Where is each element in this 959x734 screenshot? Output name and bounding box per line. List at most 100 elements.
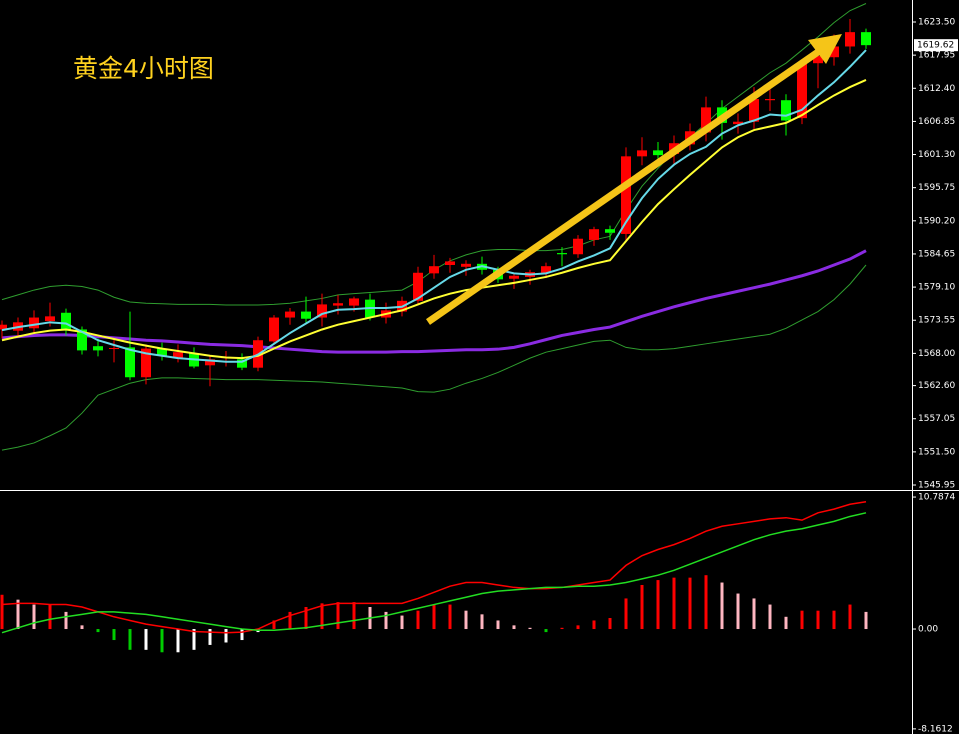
histogram-bar (528, 627, 532, 630)
y-tick-label: 1601.30 (918, 150, 955, 160)
histogram-bar (576, 625, 580, 630)
chart-title: 黄金4小时图 (73, 54, 214, 83)
y-tick-label: 1557.05 (918, 414, 955, 424)
candle-body (45, 316, 55, 322)
histogram-bar (80, 625, 84, 630)
histogram-bar (336, 602, 340, 630)
macd-line (1, 501, 867, 634)
histogram-bar (192, 629, 196, 650)
last-price-box (914, 39, 958, 52)
candle-body (0, 324, 7, 330)
candle-body (61, 312, 71, 330)
histogram-bar (160, 629, 164, 653)
histogram-bar (304, 607, 308, 630)
histogram-bar (720, 582, 724, 630)
histogram-bar (144, 629, 148, 650)
candle-body (77, 329, 87, 351)
histogram-bar (112, 629, 116, 641)
candle-body (285, 311, 295, 318)
candle-body (205, 359, 215, 366)
candle-body (157, 348, 167, 356)
histogram-bar (816, 610, 820, 630)
candle-body (93, 346, 103, 351)
histogram-bar (352, 602, 356, 630)
histogram-bar (48, 604, 52, 630)
candle-body (317, 304, 327, 318)
candle-body (109, 347, 119, 349)
histogram-bar (400, 615, 404, 630)
macd-line (1, 512, 867, 634)
histogram-bar (832, 610, 836, 630)
candle-body (237, 359, 247, 368)
y-tick-label: 1606.85 (918, 117, 955, 127)
histogram-bar (0, 594, 4, 630)
histogram-bar (704, 575, 708, 630)
candle-body (653, 150, 663, 156)
y-tick-label: 0.00 (918, 625, 938, 635)
candle-body (861, 32, 871, 46)
y-tick-label: 1623.50 (918, 18, 955, 28)
histogram-bar (496, 620, 500, 630)
y-tick-label: 1562.60 (918, 381, 955, 391)
histogram-bar (416, 610, 420, 630)
candle-body (605, 229, 615, 233)
candle-body (813, 56, 823, 64)
y-tick-label: 1545.95 (918, 481, 955, 491)
histogram-bar (480, 614, 484, 630)
ma-line (1, 79, 867, 360)
candle-body (573, 238, 583, 255)
candle-body (765, 99, 775, 101)
histogram-bar (800, 610, 804, 630)
histogram-bar (128, 629, 132, 650)
y-tick-label: 1617.95 (918, 51, 955, 61)
histogram-bar (320, 603, 324, 630)
candle-body (429, 266, 439, 274)
candle-body (829, 46, 839, 58)
histogram-bar (656, 580, 660, 630)
histogram-bar (624, 598, 628, 630)
plot-layer: 1623.50 1617.95 1612.40 1606.85 1601.30 1595.… (0, 3, 958, 734)
candle-body (797, 63, 807, 119)
histogram-bar (240, 629, 244, 641)
histogram-bar (608, 618, 612, 630)
candle-body (173, 352, 183, 358)
last-price-label: 1619.62 (917, 41, 954, 51)
candle-body (637, 150, 647, 157)
histogram-bar (640, 584, 644, 630)
trend-arrow (426, 49, 820, 325)
histogram-bar (752, 598, 756, 630)
histogram-bar (560, 627, 564, 630)
candle-body (413, 272, 423, 301)
y-tick-label: 1590.20 (918, 216, 955, 226)
candle-body (557, 253, 567, 255)
histogram-bar (448, 604, 452, 630)
arrow-head (808, 34, 842, 64)
histogram-bar (64, 611, 68, 630)
histogram-bar (544, 629, 548, 633)
candle-body (589, 229, 599, 240)
histogram-bar (272, 620, 276, 630)
ma-line (1, 249, 867, 354)
last-price-marker: 1619.62 (914, 39, 958, 52)
ma-line (1, 49, 867, 363)
candle-body (29, 317, 39, 329)
y-tick-label: -8.1612 (918, 724, 953, 734)
candle-body (269, 317, 279, 342)
y-tick-label: 1579.10 (918, 283, 955, 293)
y-tick-label: 1612.40 (918, 84, 955, 94)
histogram-bar (848, 604, 852, 630)
candle-body (749, 99, 759, 122)
histogram-bar (768, 604, 772, 630)
histogram-bar (688, 577, 692, 630)
candle-body (845, 32, 855, 47)
histogram-bar (16, 599, 20, 630)
histogram-bar (176, 629, 180, 653)
y-tick-label: 1584.65 (918, 249, 955, 259)
histogram-bar (864, 611, 868, 630)
candle-body (701, 107, 711, 133)
histogram-bar (432, 604, 436, 630)
candle-body (509, 275, 519, 279)
